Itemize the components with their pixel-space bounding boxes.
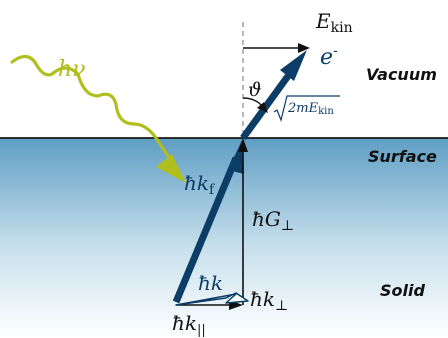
- label-hkf: ħkf: [184, 171, 216, 198]
- photon-wave: [10, 54, 170, 158]
- label-hkpar: ħk||: [172, 311, 206, 338]
- g-perp-arrowhead: [238, 138, 248, 152]
- label-hnu: hν: [58, 57, 86, 82]
- label-surface: Surface: [368, 147, 437, 166]
- label-ekin: Ekin: [315, 9, 353, 36]
- label-hk: ħk: [198, 271, 223, 295]
- k-hollow-arrow: [175, 292, 249, 306]
- label-solid: Solid: [380, 281, 425, 300]
- label-theta: ϑ: [248, 79, 262, 101]
- angle-arrowhead: [257, 102, 268, 113]
- electron-arrowhead: [280, 50, 307, 81]
- label-vacuum: Vacuum: [366, 65, 437, 84]
- label-hgperp: ħG⊥: [252, 207, 294, 234]
- kf-shaft: [172, 156, 240, 304]
- solid-region: [0, 138, 448, 338]
- sqrt-expression: 2mEkin: [287, 101, 334, 117]
- label-hkperp: ħk⊥: [250, 287, 288, 314]
- photon-arrowhead: [156, 154, 186, 183]
- label-sqrt-momentum: 2mEkin: [273, 95, 340, 122]
- photon-wave-path: [10, 54, 170, 158]
- sqrt-radical: [273, 95, 340, 122]
- label-electron: e-: [320, 43, 338, 70]
- ekin-arrowhead: [298, 43, 310, 53]
